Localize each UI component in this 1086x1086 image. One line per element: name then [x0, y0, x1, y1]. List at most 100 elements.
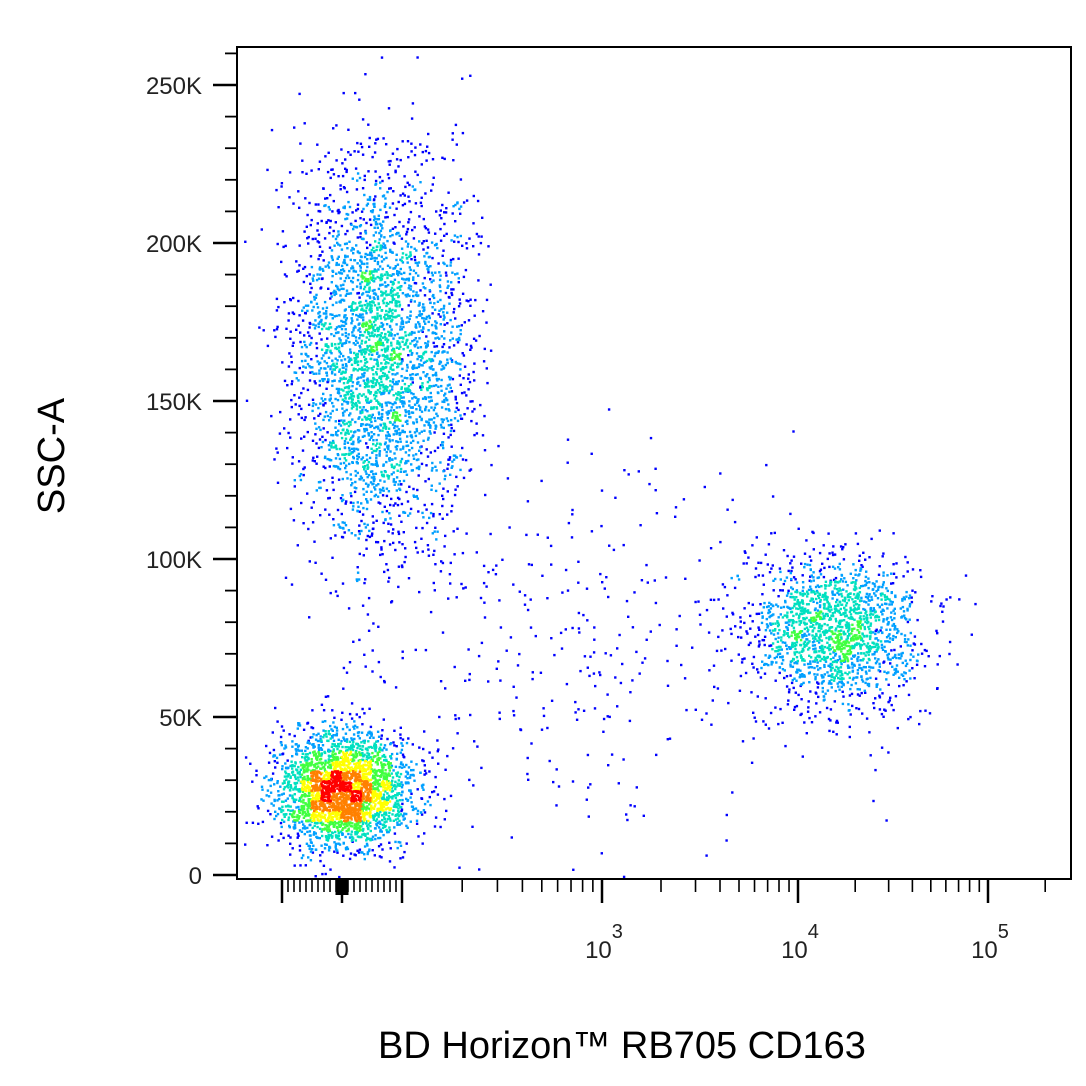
event-dot: [876, 588, 880, 591]
event-dot: [764, 723, 767, 726]
event-dot: [427, 320, 430, 324]
event-dot: [309, 859, 313, 862]
event-dot: [293, 126, 296, 129]
event-dot: [439, 423, 443, 427]
event-dot: [302, 467, 305, 471]
event-dot: [329, 297, 332, 300]
event-dot: [298, 849, 302, 852]
event-dot: [803, 659, 806, 662]
event-dot: [363, 262, 366, 266]
event-dot: [275, 814, 278, 818]
event-dot: [346, 430, 350, 433]
event-dot: [346, 477, 349, 480]
event-dot: [793, 708, 796, 711]
event-dot: [768, 601, 771, 605]
event-dot: [335, 729, 339, 732]
event-dot: [333, 293, 336, 297]
event-dot: [382, 464, 385, 467]
event-dot: [449, 386, 452, 390]
event-dot: [878, 565, 881, 568]
event-dot: [390, 406, 393, 409]
event-dot: [317, 481, 321, 484]
event-dot: [337, 230, 340, 233]
event-dot: [766, 626, 769, 629]
event-dot: [324, 730, 327, 733]
event-dot: [333, 716, 336, 719]
event-dot: [833, 581, 837, 584]
event-dot: [766, 624, 770, 628]
event-dot: [877, 573, 881, 576]
event-dot: [351, 334, 354, 337]
event-dot: [450, 359, 454, 362]
event-dot: [377, 625, 380, 628]
event-dot: [378, 339, 381, 342]
event-dot: [308, 326, 311, 329]
event-dot: [802, 586, 805, 589]
event-dot: [400, 375, 403, 378]
event-dot: [391, 312, 394, 315]
event-dot: [424, 260, 427, 264]
event-dot: [452, 458, 456, 461]
event-dot: [436, 530, 439, 533]
event-dot: [361, 723, 364, 726]
event-dot: [388, 206, 392, 209]
event-dot: [407, 412, 411, 415]
event-dot: [431, 183, 434, 186]
event-dot: [386, 190, 389, 194]
event-dot: [350, 358, 353, 361]
event-dot: [878, 585, 881, 589]
event-dot: [343, 342, 347, 345]
event-dot: [355, 387, 358, 391]
event-dot: [350, 376, 353, 379]
event-dot: [398, 300, 401, 304]
event-dot: [278, 807, 282, 811]
event-dot: [498, 599, 501, 602]
event-dot: [608, 544, 611, 547]
event-dot: [399, 813, 402, 816]
event-dot: [348, 414, 351, 417]
event-dot: [396, 846, 399, 850]
event-dot: [403, 560, 406, 564]
event-dot: [824, 587, 827, 590]
event-dot: [877, 669, 880, 672]
event-dot: [363, 330, 367, 334]
event-dot: [410, 436, 414, 439]
event-dot: [398, 270, 401, 274]
event-dot: [431, 756, 434, 759]
event-dot: [414, 146, 417, 149]
event-dot: [464, 458, 468, 462]
event-dot: [417, 510, 420, 513]
event-dot: [356, 355, 359, 359]
event-dot: [377, 417, 380, 420]
event-dot: [424, 772, 428, 775]
event-dot: [834, 576, 838, 580]
event-dot: [654, 467, 657, 470]
event-dot: [285, 275, 288, 278]
event-dot: [347, 432, 350, 435]
event-dot: [850, 616, 854, 619]
event-dot: [457, 362, 460, 365]
event-dot: [266, 168, 269, 172]
event-dot: [801, 574, 804, 577]
event-dot: [436, 379, 439, 382]
event-dot: [409, 376, 413, 380]
event-dot: [395, 382, 398, 386]
event-dot: [813, 608, 817, 612]
event-dot: [433, 549, 436, 553]
event-dot: [477, 654, 481, 658]
event-dot: [726, 508, 729, 511]
event-dot: [786, 611, 789, 614]
event-dot: [366, 475, 369, 479]
event-dot: [393, 421, 396, 424]
event-dot: [276, 451, 279, 454]
event-dot: [368, 438, 371, 441]
event-dot: [527, 563, 531, 566]
event-dot: [390, 764, 394, 768]
event-dot: [358, 848, 362, 851]
event-dot: [349, 420, 352, 424]
event-dot: [806, 592, 810, 595]
event-dot: [441, 364, 444, 368]
event-dot: [427, 266, 430, 269]
event-dot: [278, 432, 282, 435]
event-dot: [443, 398, 446, 402]
